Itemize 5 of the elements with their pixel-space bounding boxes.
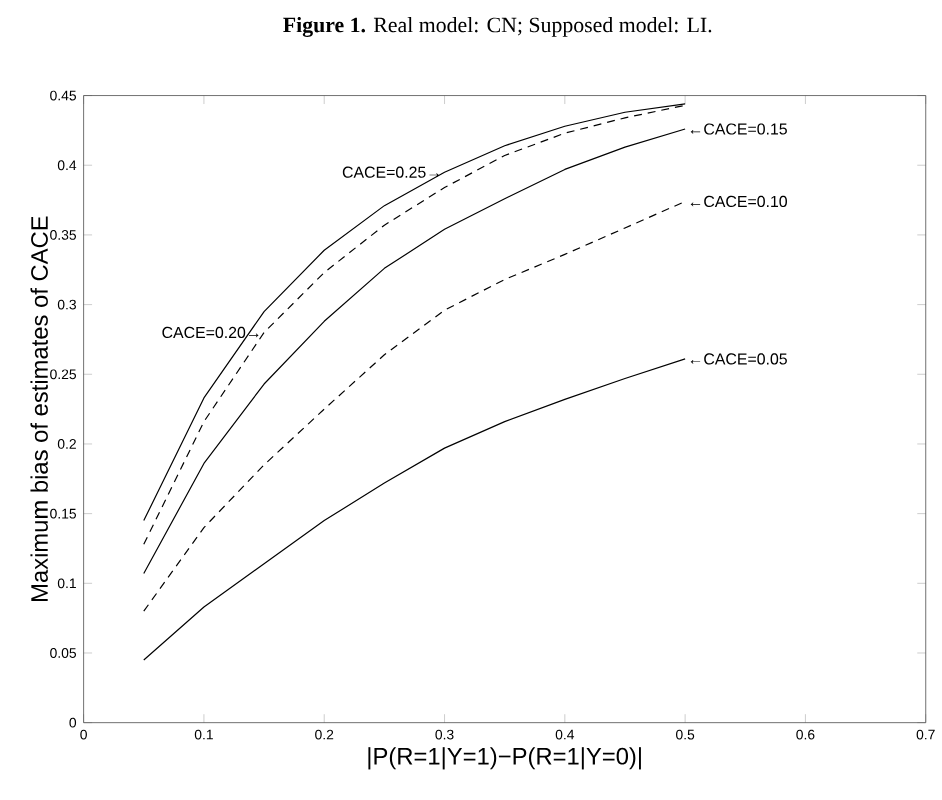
y-axis-title: Maximum bias of estimates of CACE <box>30 216 48 601</box>
chart-title: Figure 1. Real model: CN; Supposed model: LI. <box>283 16 712 37</box>
x-axis-title: |P(R=1|Y=1)−P(R=1|Y=0)| <box>368 747 641 770</box>
line-series <box>143 200 686 612</box>
line-series <box>143 358 686 661</box>
